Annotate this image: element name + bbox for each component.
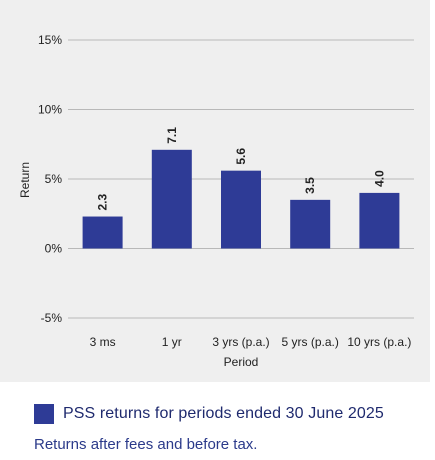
bar-value-label: 3.5: [303, 177, 317, 194]
y-axis-ticks: 15% 10% 5% 0% -5%: [38, 33, 62, 325]
x-axis-label: Period: [224, 355, 259, 369]
bar: [151, 149, 192, 249]
y-tick-label: 5%: [45, 172, 63, 186]
bar: [82, 216, 123, 249]
x-tick-label: 1 yr: [162, 335, 182, 349]
y-tick-label: 10%: [38, 103, 62, 117]
y-tick-label: -5%: [41, 311, 63, 325]
x-tick-label: 10 yrs (p.a.): [347, 335, 411, 349]
legend-label: PSS returns for periods ended 30 June 20…: [63, 405, 384, 422]
legend-swatch: [34, 404, 54, 424]
bar-value-label: 7.1: [165, 127, 179, 144]
bar: [221, 170, 261, 249]
x-tick-label: 5 yrs (p.a.): [282, 335, 339, 349]
y-tick-label: 15%: [38, 33, 62, 47]
bar-value-labels: 2.3 7.1 5.6 3.5 4.0: [96, 127, 387, 211]
x-axis-ticks: 3 ms 1 yr 3 yrs (p.a.) 5 yrs (p.a.) 10 yrs (…: [90, 335, 412, 349]
x-tick-label: 3 ms: [90, 335, 116, 349]
bar-value-label: 5.6: [234, 148, 248, 165]
y-tick-label: 0%: [45, 242, 63, 256]
bar-value-label: 4.0: [372, 170, 386, 187]
bar: [290, 199, 331, 249]
bar: [359, 192, 400, 249]
bars: [82, 149, 400, 249]
bar-chart: 15%10%5%0%-5% 2.37.15.63.5 4.0 3 ms 1 yr 3 …: [18, 33, 414, 369]
footnote: Returns after fees and before tax.: [34, 436, 258, 453]
x-tick-label: 3 yrs (p.a.): [212, 335, 269, 349]
legend: PSS returns for periods ended 30 June 20…: [34, 404, 384, 424]
bar-value-label: 2.3: [96, 194, 110, 211]
y-axis-label: Return: [18, 162, 32, 198]
